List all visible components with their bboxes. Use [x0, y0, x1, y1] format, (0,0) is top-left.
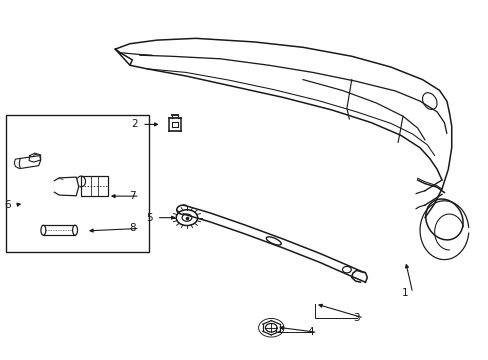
Bar	[5, 116, 149, 252]
Text: 8: 8	[129, 224, 135, 233]
Text: 7: 7	[129, 191, 135, 201]
Text: 1: 1	[401, 288, 408, 298]
Polygon shape	[19, 156, 41, 168]
Ellipse shape	[41, 225, 46, 235]
Bar	[81, 176, 108, 197]
Ellipse shape	[73, 225, 77, 235]
Text: 3: 3	[353, 313, 359, 323]
Text: 5: 5	[146, 213, 152, 222]
Text: 6: 6	[5, 200, 11, 210]
Bar	[43, 225, 75, 235]
Text: 4: 4	[306, 327, 313, 337]
Text: 2: 2	[131, 120, 138, 129]
Polygon shape	[54, 177, 79, 196]
